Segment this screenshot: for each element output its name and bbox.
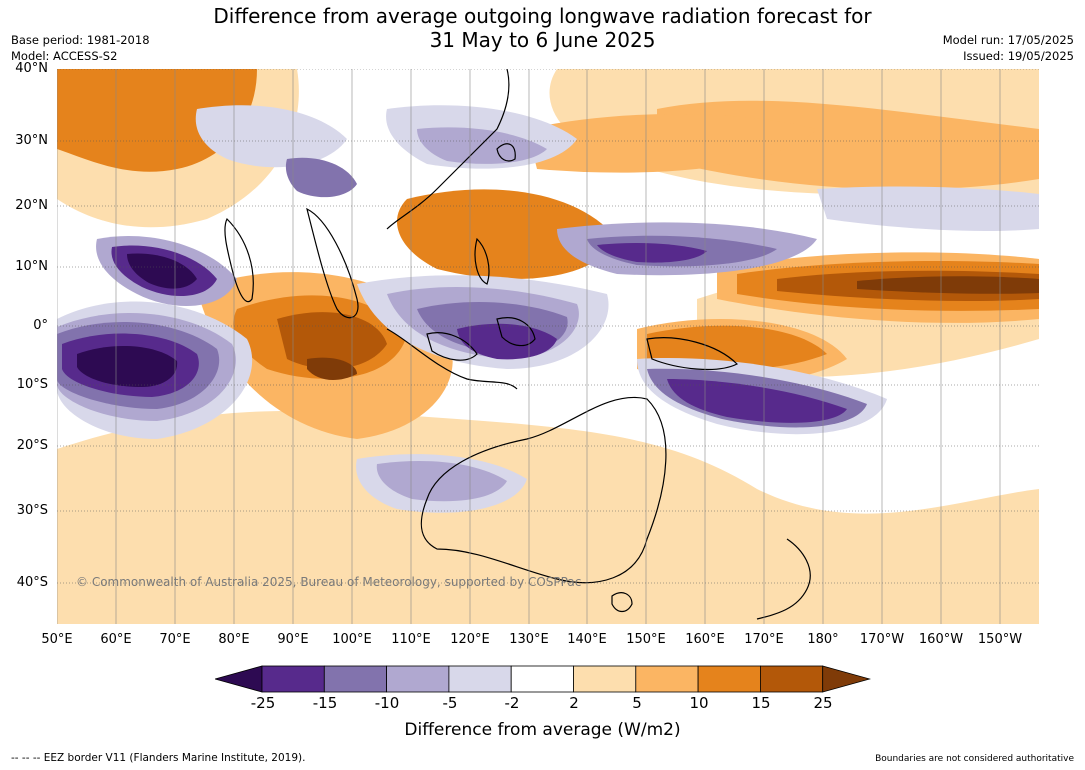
australia-coastline <box>420 396 667 584</box>
colorbar-swatch <box>323 665 388 693</box>
colorbar-title: Difference from average (W/m2) <box>404 720 681 740</box>
colorbar-tick: 10 <box>689 694 709 712</box>
lat-label-40s: 40°S <box>16 575 48 590</box>
lon-label-90e: 90°E <box>277 632 309 647</box>
issued-date: Issued: 19/05/2025 <box>963 49 1074 63</box>
colorbar-swatch <box>573 665 637 693</box>
model-name: Model: ACCESS-S2 <box>11 49 118 63</box>
lon-label-110e: 110°E <box>391 632 431 647</box>
colorbar-arrow-high <box>822 665 871 693</box>
meta-left: Base period: 1981-2018 Model: ACCESS-S2 <box>11 32 150 64</box>
lat-label-equator: 0° <box>33 318 48 333</box>
colorbar-tick: 2 <box>569 694 579 712</box>
lat-label-10s: 10°S <box>16 377 48 392</box>
colorbar-swatches <box>215 665 871 693</box>
lon-label-100e: 100°E <box>332 632 372 647</box>
base-period: Base period: 1981-2018 <box>11 33 150 47</box>
lon-label-160e: 160°E <box>685 632 725 647</box>
eez-border-note: -- -- -- EEZ border V11 (Flanders Marine… <box>11 752 306 764</box>
coastlines <box>224 69 811 620</box>
anomaly-map <box>57 69 1039 624</box>
map-title: Difference from average outgoing longwav… <box>0 4 1085 52</box>
lon-label-170e: 170°E <box>744 632 784 647</box>
new-guinea-coastline <box>646 337 739 371</box>
lon-label-150e: 150°E <box>626 632 666 647</box>
lon-label-130e: 130°E <box>509 632 549 647</box>
meridians <box>57 69 1001 624</box>
colorbar-tick: 5 <box>632 694 642 712</box>
colorbar-swatch <box>697 665 761 693</box>
colorbar-swatch <box>448 665 512 693</box>
colorbar-swatch <box>261 665 325 693</box>
colorbar-tick: -5 <box>442 694 458 712</box>
lon-label-60e: 60°E <box>100 632 132 647</box>
colorbar-arrow-low <box>215 665 263 693</box>
lon-label-140e: 140°E <box>567 632 607 647</box>
colorbar-swatch <box>760 665 824 693</box>
lat-label-40n: 40°N <box>15 61 48 76</box>
boundaries-disclaimer: Boundaries are not considered authoritat… <box>875 754 1074 764</box>
colorbar-tick: -10 <box>374 694 400 712</box>
lat-label-30s: 30°S <box>16 503 48 518</box>
colorbar-swatch <box>510 665 574 693</box>
lon-label-170w: 170°W <box>859 632 905 647</box>
lon-label-150w: 150°W <box>977 632 1023 647</box>
colorbar <box>215 665 871 693</box>
lon-label-160w: 160°W <box>918 632 964 647</box>
india-coastline <box>224 217 254 303</box>
title-line-2: 31 May to 6 June 2025 <box>429 28 656 52</box>
colorbar-tick: -2 <box>504 694 520 712</box>
anomaly-field <box>57 69 1039 624</box>
colorbar-tick: 25 <box>813 694 833 712</box>
copyright-notice: © Commonwealth of Australia 2025, Bureau… <box>76 575 582 589</box>
lat-label-20n: 20°N <box>15 198 48 213</box>
lat-label-10n: 10°N <box>15 259 48 274</box>
colorbar-tick: 15 <box>751 694 771 712</box>
lon-label-120e: 120°E <box>450 632 490 647</box>
lon-label-180: 180° <box>807 632 839 647</box>
lon-label-70e: 70°E <box>159 632 191 647</box>
colorbar-tick: -15 <box>312 694 338 712</box>
colorbar-tick: -25 <box>250 694 276 712</box>
lat-label-20s: 20°S <box>16 438 48 453</box>
lon-label-50e: 50°E <box>41 632 73 647</box>
anomaly-map-svg <box>57 69 1039 624</box>
model-run: Model run: 17/05/2025 <box>942 33 1074 47</box>
lon-label-80e: 80°E <box>218 632 250 647</box>
title-line-1: Difference from average outgoing longwav… <box>213 4 872 28</box>
colorbar-swatch <box>386 665 450 693</box>
lat-label-30n: 30°N <box>15 133 48 148</box>
colorbar-swatch <box>635 665 699 693</box>
meta-right: Model run: 17/05/2025 Issued: 19/05/2025 <box>943 32 1074 64</box>
